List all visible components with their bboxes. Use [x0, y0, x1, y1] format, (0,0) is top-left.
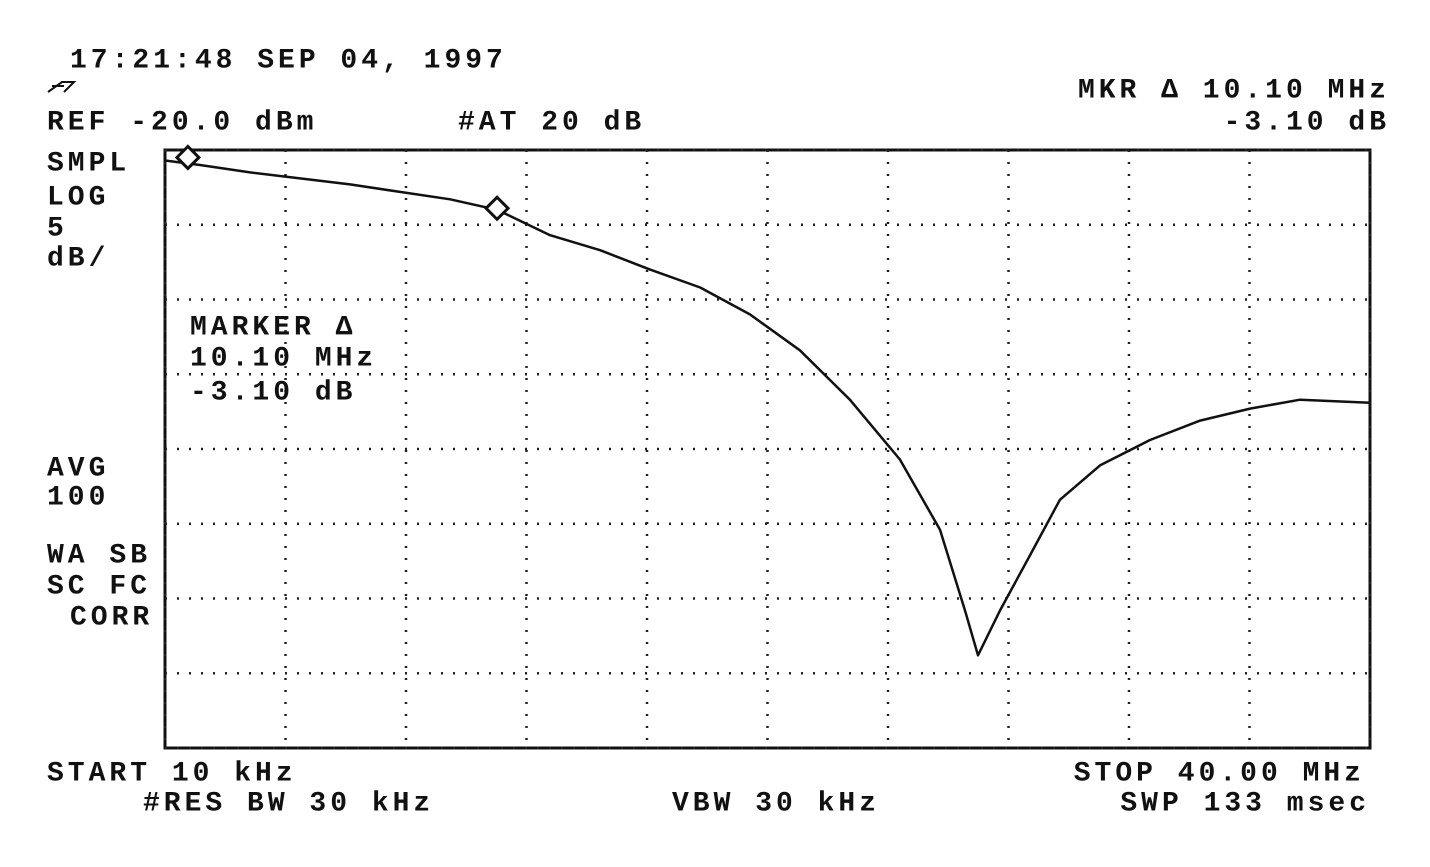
screen-label: WA SB [47, 540, 151, 571]
screen-label: MARKER Δ [190, 312, 356, 343]
screen-label: #AT 20 dB [458, 107, 645, 138]
screen-label: #RES BW 30 kHz [143, 788, 434, 819]
screen-label: VBW 30 kHz [672, 788, 880, 819]
screen-label: REF -20.0 dBm [47, 107, 317, 138]
screen-label: CORR [70, 602, 153, 633]
screen-label: 100 [47, 482, 109, 513]
screen-label: dB/ [47, 243, 109, 274]
screen-label: 17:21:48 SEP 04, 1997 [70, 45, 507, 76]
screen-label: SC FC [47, 571, 151, 602]
screen-label: MKR Δ 10.10 MHz [1078, 75, 1390, 106]
logo [47, 81, 77, 93]
marker-diamond [483, 195, 511, 222]
screen-label: AVG [47, 453, 109, 484]
screen-label: SMPL [47, 148, 130, 179]
screen-label: LOG [47, 182, 109, 213]
screen-label: 10.10 MHz [190, 343, 377, 374]
screen-label: SWP 133 msec [1120, 788, 1370, 819]
trace [164, 159, 1371, 657]
screen-label: 5 [47, 213, 68, 244]
screen-label: -3.10 dB [190, 377, 356, 408]
screen-label: START 10 kHz [47, 758, 297, 789]
screen-label: -3.10 dB [1224, 107, 1390, 138]
screen-label: STOP 40.00 MHz [1074, 758, 1365, 789]
marker-diamond [174, 144, 202, 171]
